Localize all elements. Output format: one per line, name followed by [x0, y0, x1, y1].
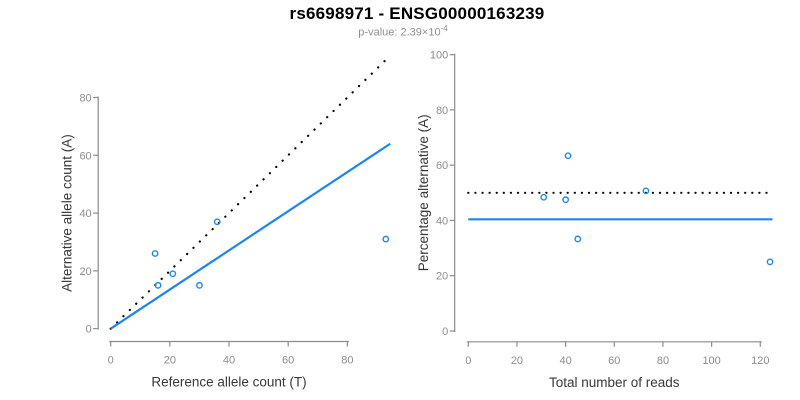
figure-subtitle: p-value: 2.39×10-4 [0, 24, 800, 39]
y-tick-label: 60 [79, 150, 91, 162]
data-point [564, 152, 572, 160]
y-axis-title: Alternative allele count (A) [60, 134, 75, 292]
x-tick-label: 0 [465, 355, 471, 367]
x-axis-title: Total number of reads [549, 375, 680, 390]
y-tick-label: 80 [79, 93, 91, 105]
data-point [574, 235, 582, 243]
x-tick-label: 40 [223, 355, 235, 367]
y-tick-label: 40 [436, 215, 448, 227]
pvalue-exponent: -4 [440, 24, 448, 33]
data-point [151, 250, 159, 257]
x-tick-label: 80 [657, 355, 669, 367]
fit-line [110, 142, 391, 330]
left-panel-allele-counts: 0 20 40 60 80 0 20 40 60 80 Reference allele count… [60, 55, 391, 390]
x-axis-title: Reference allele count (T) [151, 375, 306, 390]
data-point [642, 187, 650, 195]
x-tick-label: 20 [511, 355, 523, 367]
pvalue-text: p-value: 2.39×10 [358, 26, 441, 39]
x-tick-label: 20 [164, 355, 176, 367]
x-tick-label: 40 [559, 355, 571, 367]
y-tick-label: 0 [442, 326, 448, 338]
data-point [213, 218, 221, 226]
data-point [154, 281, 162, 289]
data-point [766, 258, 774, 266]
y-tick-label: 60 [436, 160, 448, 172]
x-tick-label: 80 [341, 355, 353, 367]
x-tick-label: 60 [282, 355, 294, 367]
y-tick-label: 100 [430, 50, 448, 62]
identity-line [109, 55, 390, 330]
data-point [196, 281, 203, 289]
x-tick-label: 100 [702, 355, 720, 367]
data-point [540, 193, 548, 201]
data-point [169, 270, 177, 278]
y-tick-label: 20 [436, 271, 448, 283]
y-tick-label: 20 [79, 266, 91, 278]
right-panel-percentage: 0 20 40 60 80 100 120 0 20 40 60 80 100 Total number … [416, 50, 774, 390]
x-tick-label: 0 [108, 355, 114, 367]
x-tick-label: 120 [751, 355, 769, 367]
y-tick-label: 40 [79, 208, 91, 220]
x-tick-label: 60 [608, 355, 620, 367]
y-axis-title: Percentage alternative (A) [416, 114, 431, 271]
y-tick-label: 80 [436, 105, 448, 117]
figure-title: rs6698971 - ENSG00000163239 [289, 4, 545, 23]
data-point [562, 196, 570, 204]
data-point [382, 235, 390, 243]
y-tick-label: 0 [86, 324, 92, 336]
